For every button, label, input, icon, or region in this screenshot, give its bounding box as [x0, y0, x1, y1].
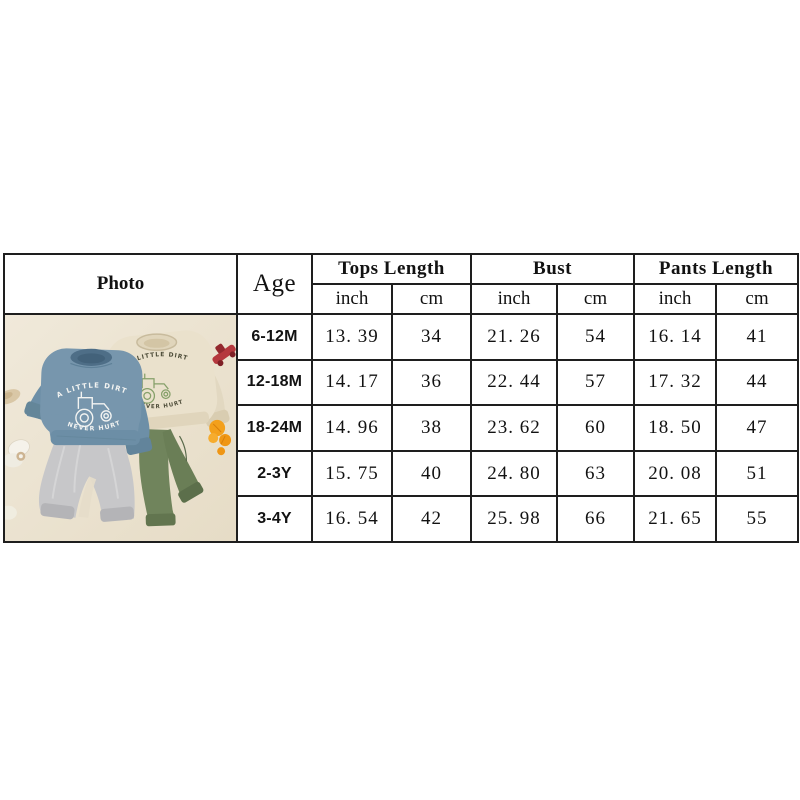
size-value: 36	[391, 358, 472, 407]
table-row: 2-3Y 15. 75 40 24. 80 63 20. 08 51	[4, 449, 799, 498]
bust-header: Bust	[470, 253, 635, 285]
size-value: 17. 32	[633, 358, 717, 407]
table-row: 18-24M 14. 96 38 23. 62 60 18. 50 47	[4, 404, 799, 452]
unit-header-cm: cm	[715, 283, 799, 315]
table-header-row-groups: Photo Age Tops Length Bust Pants Length	[3, 253, 799, 315]
size-value: 21. 65	[633, 495, 717, 543]
size-value: 38	[391, 404, 472, 452]
unit-header-cm: cm	[391, 283, 472, 315]
green-pants	[139, 428, 204, 527]
size-value: 14. 17	[311, 358, 393, 407]
size-value: 63	[556, 449, 635, 498]
size-value: 14. 96	[311, 404, 393, 452]
table-header-row-units: inch cm inch cm inch cm	[4, 283, 799, 315]
size-value: 57	[556, 358, 635, 407]
size-value: 42	[391, 495, 472, 543]
size-value: 51	[715, 449, 799, 498]
orange-flower	[208, 419, 232, 456]
unit-header-inch: inch	[470, 283, 558, 315]
size-value: 20. 08	[633, 449, 717, 498]
age-label: 3-4Y	[236, 495, 313, 543]
unit-header-inch: inch	[311, 283, 393, 315]
size-value: 60	[556, 404, 635, 452]
size-value: 44	[715, 358, 799, 407]
cream-print-line2: NEVER HURT	[135, 399, 183, 410]
size-value: 24. 80	[470, 449, 558, 498]
size-value: 23. 62	[470, 404, 558, 452]
age-label: 12-18M	[236, 358, 313, 407]
table-row: 12-18M 14. 17 36 22. 44 57 17. 32 44	[4, 358, 799, 407]
size-value: 15. 75	[311, 449, 393, 498]
size-value: 22. 44	[470, 358, 558, 407]
wood-piece	[6, 389, 21, 405]
pants-length-header: Pants Length	[633, 253, 799, 285]
svg-text:NEVER HURT: NEVER HURT	[135, 399, 184, 410]
table-row: 3-4Y 16. 54 42 25. 98 66 21. 65 55	[4, 495, 799, 543]
size-table: Photo Age Tops Length Bust Pants Length …	[3, 253, 799, 543]
white-shoe	[6, 439, 30, 520]
red-toy-tractor	[212, 343, 235, 367]
blue-sweatshirt: A LITTLE DIRT NEVER HURT	[24, 348, 153, 456]
size-value: 16. 54	[311, 495, 393, 543]
blue-tractor-print	[75, 391, 112, 428]
age-label: 6-12M	[236, 313, 313, 361]
table-row: A LITTLE DIRT NEVER HURT	[3, 313, 799, 543]
size-value: 47	[715, 404, 799, 452]
photo-column-header: Photo	[3, 253, 238, 315]
size-value: 25. 98	[470, 495, 558, 543]
size-value: 54	[556, 313, 635, 361]
size-value: 66	[556, 495, 635, 543]
size-value: 55	[715, 495, 799, 543]
size-value: 41	[715, 313, 799, 361]
unit-header-cm: cm	[556, 283, 635, 315]
tops-length-header: Tops Length	[311, 253, 472, 285]
gray-pants	[38, 432, 135, 522]
size-value: 34	[391, 313, 472, 361]
age-label: 18-24M	[236, 404, 313, 452]
age-column-header: Age	[236, 253, 313, 315]
unit-header-inch: inch	[633, 283, 717, 315]
age-label: 2-3Y	[236, 449, 313, 498]
size-value: 18. 50	[633, 404, 717, 452]
size-value: 16. 14	[633, 313, 717, 361]
size-value: 40	[391, 449, 472, 498]
product-photo: A LITTLE DIRT NEVER HURT	[6, 315, 235, 540]
size-value: 21. 26	[470, 313, 558, 361]
product-photo-cell: A LITTLE DIRT NEVER HURT	[3, 313, 238, 543]
size-value: 13. 39	[311, 313, 393, 361]
